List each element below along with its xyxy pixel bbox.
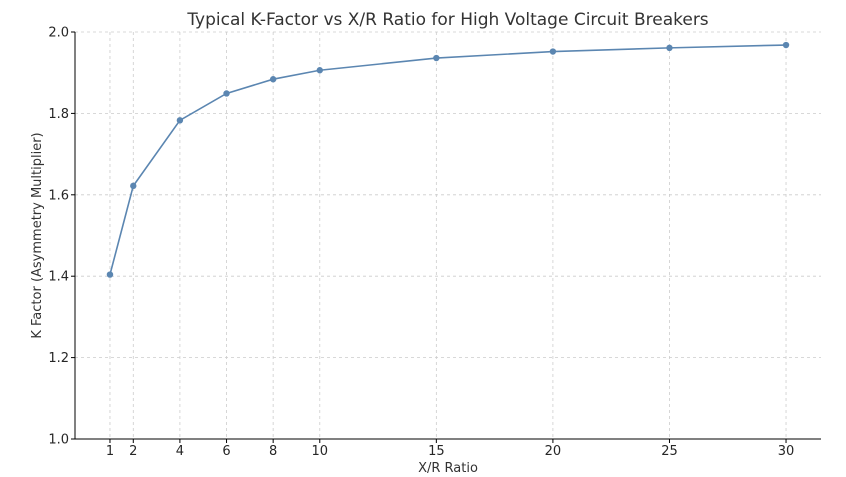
- data-point: [666, 44, 673, 52]
- y-tick-label: 1.4: [48, 270, 69, 285]
- x-tick-label: 30: [778, 444, 795, 459]
- x-axis-label: X/R Ratio: [418, 461, 478, 476]
- data-point: [433, 54, 440, 62]
- series-layer: [106, 41, 790, 278]
- y-tick-label: 2.0: [48, 26, 69, 41]
- x-tick-label: 25: [661, 444, 678, 459]
- x-tick-label: 1: [106, 444, 114, 459]
- data-point: [316, 67, 323, 74]
- x-tick-label: 10: [312, 444, 329, 459]
- x-tick-label: 6: [222, 444, 230, 459]
- data-point: [130, 182, 137, 190]
- x-tick-label: 15: [428, 444, 445, 459]
- x-tick-label: 20: [545, 444, 562, 459]
- chart-title: Typical K-Factor vs X/R Ratio for High V…: [186, 10, 708, 30]
- data-point: [106, 271, 114, 278]
- axes: [74, 32, 821, 440]
- series-line: [109, 44, 787, 275]
- y-tick-label: 1.2: [48, 351, 69, 366]
- y-tick-label: 1.6: [48, 188, 69, 203]
- y-tick-label: 1.0: [48, 433, 69, 448]
- x-tick-label: 4: [176, 444, 184, 459]
- x-tick-label: 2: [129, 444, 137, 459]
- data-point: [223, 90, 230, 97]
- y-axis-ticks: 1.0 1.2 1.4 1.6 1.8 2.0: [48, 26, 75, 448]
- y-axis-label: K Factor (Asymmetry Multiplier): [30, 132, 45, 338]
- y-tick-label: 1.8: [48, 107, 69, 122]
- data-point: [176, 117, 184, 124]
- grid: [75, 31, 821, 440]
- data-point: [549, 48, 557, 55]
- x-tick-label: 8: [269, 444, 277, 459]
- data-point: [782, 41, 790, 49]
- x-axis-ticks: 1 2 4 6 8 10 15 20 25 30: [106, 439, 794, 459]
- data-point: [269, 76, 277, 83]
